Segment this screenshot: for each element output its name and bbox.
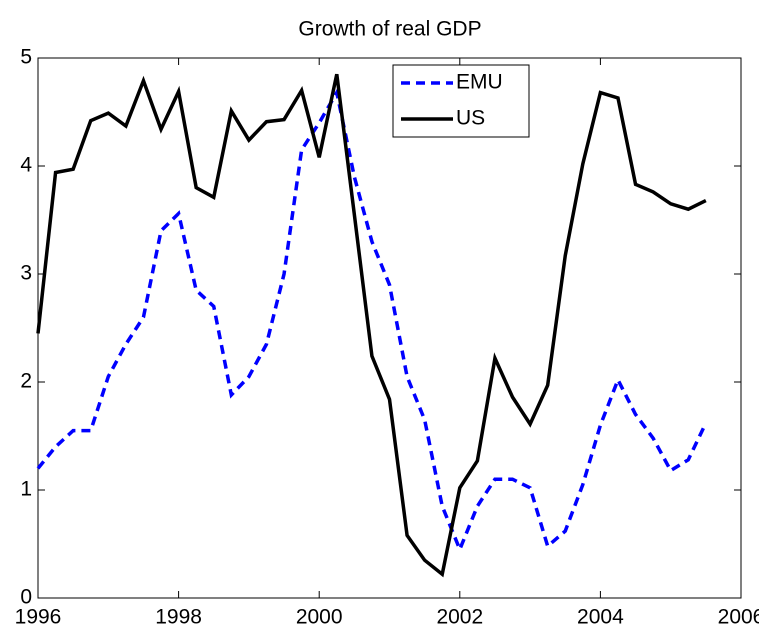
y-tick-label: 4 — [20, 154, 32, 177]
legend-label: US — [456, 107, 485, 130]
legend-box — [392, 64, 530, 138]
y-tick-label: 0 — [20, 586, 32, 609]
data-line — [36, 87, 708, 555]
plot-area — [37, 57, 742, 599]
data-line — [36, 73, 707, 578]
legend-label: EMU — [456, 71, 503, 94]
y-tick-label: 3 — [20, 262, 32, 285]
y-tick-label: 5 — [20, 46, 32, 69]
x-tick-label: 1996 — [15, 606, 62, 629]
x-tick-label: 2002 — [436, 606, 483, 629]
x-tick-label: 1998 — [155, 606, 202, 629]
x-tick-label: 2000 — [296, 606, 343, 629]
chart-title: Growth of real GDP — [298, 18, 481, 41]
x-tick-label: 2006 — [718, 606, 759, 629]
x-tick-label: 2004 — [577, 606, 624, 629]
y-tick-label: 1 — [20, 478, 32, 501]
y-tick-label: 2 — [20, 370, 32, 393]
